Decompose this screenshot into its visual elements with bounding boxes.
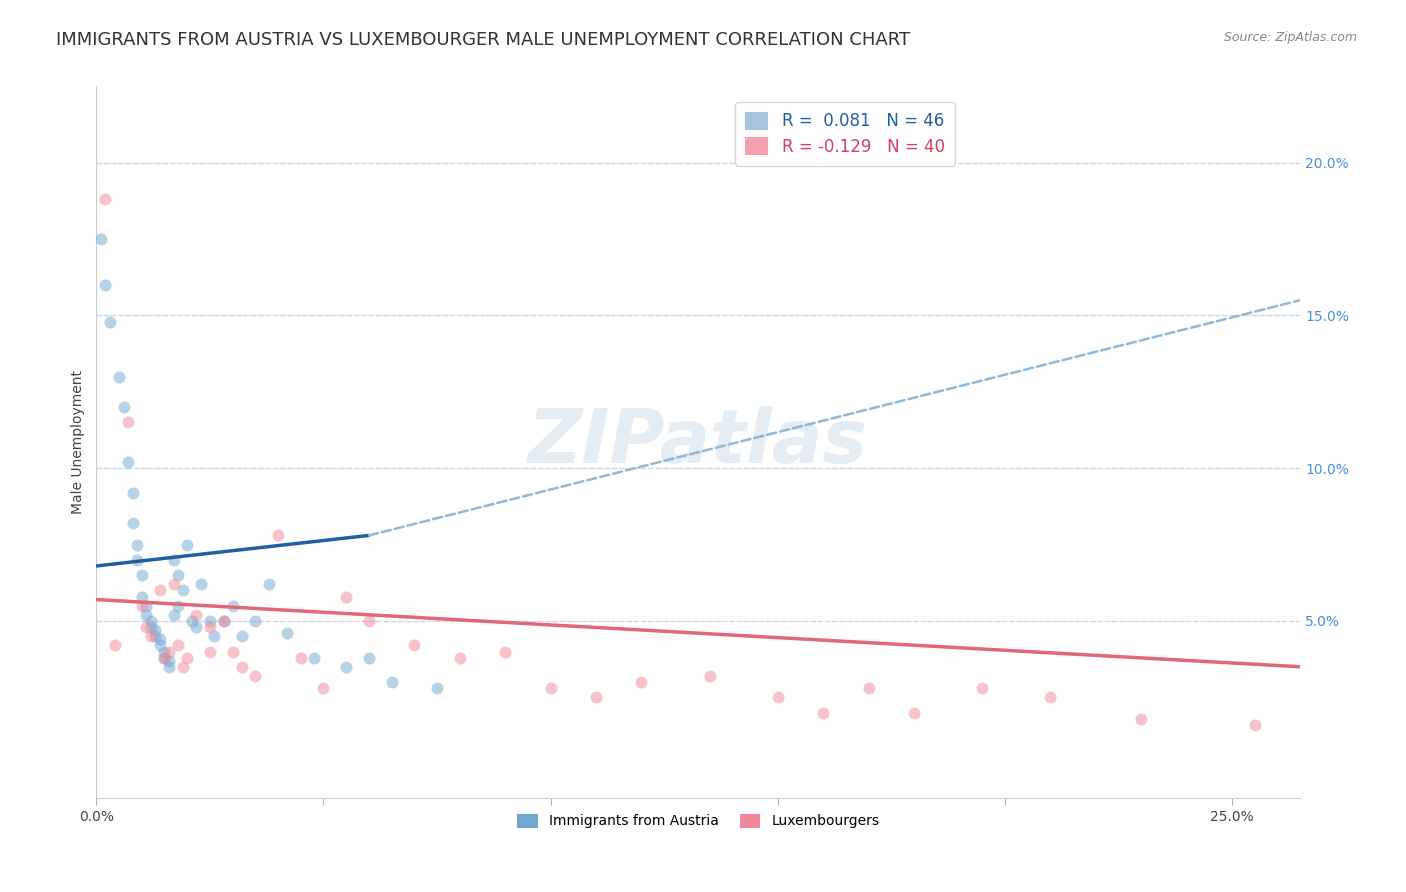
Point xyxy=(972,681,994,695)
Point xyxy=(212,614,235,628)
Point xyxy=(903,706,925,720)
Point xyxy=(858,681,880,695)
Point xyxy=(172,660,194,674)
Point xyxy=(108,369,131,384)
Point xyxy=(145,623,167,637)
Point xyxy=(1243,718,1265,732)
Point xyxy=(94,193,117,207)
Point xyxy=(149,639,172,653)
Point xyxy=(117,455,139,469)
Point xyxy=(357,614,380,628)
Point xyxy=(198,620,221,634)
Point xyxy=(98,315,121,329)
Point xyxy=(1130,712,1153,726)
Point xyxy=(335,590,357,604)
Point xyxy=(766,690,789,705)
Point xyxy=(257,577,280,591)
Point xyxy=(426,681,449,695)
Point xyxy=(381,675,404,690)
Point xyxy=(162,577,184,591)
Point xyxy=(135,620,157,634)
Point xyxy=(139,620,162,634)
Point xyxy=(157,660,180,674)
Point xyxy=(190,577,212,591)
Point xyxy=(121,485,143,500)
Point xyxy=(540,681,562,695)
Point xyxy=(267,528,290,542)
Point xyxy=(157,654,180,668)
Text: Source: ZipAtlas.com: Source: ZipAtlas.com xyxy=(1223,31,1357,45)
Point xyxy=(245,614,267,628)
Point xyxy=(167,568,190,582)
Point xyxy=(94,277,117,292)
Point xyxy=(145,629,167,643)
Point xyxy=(157,644,180,658)
Point xyxy=(221,644,243,658)
Point xyxy=(172,583,194,598)
Point xyxy=(121,516,143,531)
Y-axis label: Male Unemployment: Male Unemployment xyxy=(72,370,86,515)
Point xyxy=(1039,690,1062,705)
Point xyxy=(127,553,149,567)
Text: IMMIGRANTS FROM AUSTRIA VS LUXEMBOURGER MALE UNEMPLOYMENT CORRELATION CHART: IMMIGRANTS FROM AUSTRIA VS LUXEMBOURGER … xyxy=(56,31,910,49)
Point xyxy=(212,614,235,628)
Point xyxy=(149,632,172,647)
Point xyxy=(153,644,176,658)
Point xyxy=(312,681,335,695)
Point xyxy=(135,607,157,622)
Point xyxy=(198,614,221,628)
Point xyxy=(162,607,184,622)
Point xyxy=(139,614,162,628)
Point xyxy=(186,620,208,634)
Point xyxy=(276,626,298,640)
Point xyxy=(135,599,157,613)
Point xyxy=(204,629,226,643)
Point xyxy=(357,650,380,665)
Point xyxy=(630,675,652,690)
Point xyxy=(131,590,153,604)
Point xyxy=(131,568,153,582)
Point xyxy=(167,639,190,653)
Point xyxy=(131,599,153,613)
Point xyxy=(176,538,198,552)
Point xyxy=(304,650,326,665)
Point xyxy=(290,650,312,665)
Point xyxy=(149,583,172,598)
Point xyxy=(245,669,267,683)
Text: ZIPatlas: ZIPatlas xyxy=(529,406,869,479)
Point xyxy=(811,706,834,720)
Point xyxy=(221,599,243,613)
Point xyxy=(231,629,253,643)
Point xyxy=(117,416,139,430)
Point xyxy=(153,650,176,665)
Point xyxy=(585,690,607,705)
Point xyxy=(103,639,125,653)
Point xyxy=(494,644,516,658)
Point xyxy=(449,650,471,665)
Point xyxy=(127,538,149,552)
Point xyxy=(90,232,112,246)
Legend: Immigrants from Austria, Luxembourgers: Immigrants from Austria, Luxembourgers xyxy=(512,808,884,834)
Point xyxy=(231,660,253,674)
Point xyxy=(186,607,208,622)
Point xyxy=(180,614,202,628)
Point xyxy=(139,629,162,643)
Point xyxy=(198,644,221,658)
Point xyxy=(404,639,426,653)
Point xyxy=(176,650,198,665)
Point xyxy=(167,599,190,613)
Point xyxy=(153,650,176,665)
Point xyxy=(335,660,357,674)
Point xyxy=(162,553,184,567)
Point xyxy=(699,669,721,683)
Point xyxy=(112,400,135,414)
